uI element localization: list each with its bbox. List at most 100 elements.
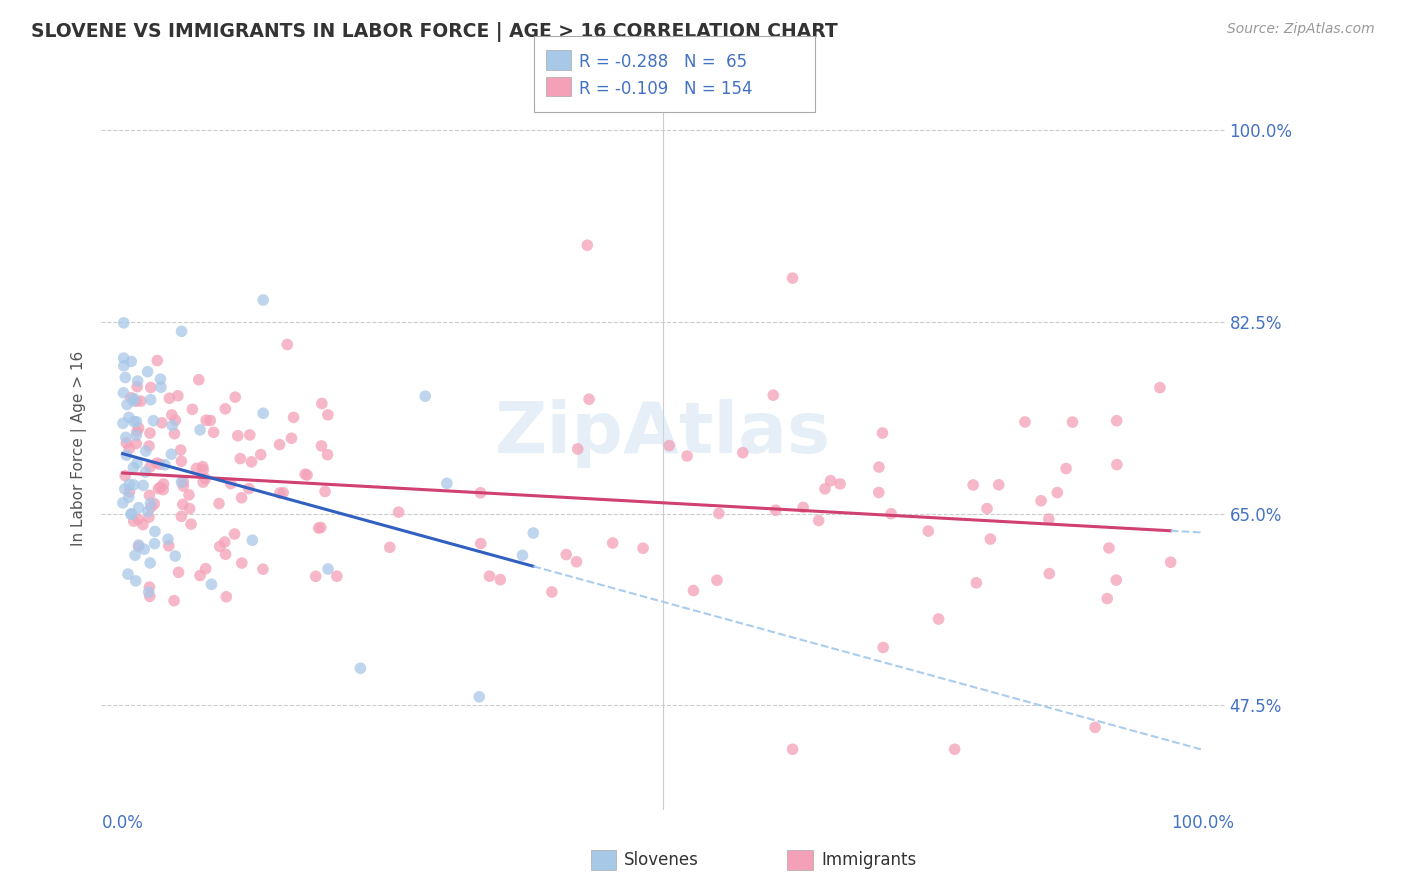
Point: [208, 496, 231, 510]
Point: [1038, 566, 1060, 581]
Point: [172, 475, 194, 489]
Point: [118, 442, 141, 456]
Point: [413, 389, 436, 403]
Point: [294, 467, 316, 482]
Point: [177, 488, 200, 502]
Point: [1160, 555, 1182, 569]
Point: [1098, 541, 1121, 555]
Point: [149, 480, 172, 494]
Point: [121, 507, 143, 521]
Point: [139, 425, 162, 440]
Point: [470, 536, 492, 550]
Point: [139, 556, 162, 570]
Point: [269, 437, 291, 451]
Point: [807, 514, 830, 528]
Point: [308, 521, 330, 535]
Point: [1105, 458, 1128, 472]
Point: [309, 520, 332, 534]
Point: [138, 585, 160, 599]
Point: [226, 428, 249, 442]
Point: [115, 436, 138, 450]
Point: [231, 491, 253, 505]
Point: [195, 413, 218, 427]
Point: [229, 451, 252, 466]
Point: [170, 324, 193, 338]
Point: [120, 508, 142, 522]
Point: [165, 413, 187, 427]
Point: [143, 524, 166, 539]
Point: [316, 408, 339, 422]
Point: [114, 482, 136, 496]
Point: [765, 503, 787, 517]
Point: [127, 512, 149, 526]
Point: [143, 536, 166, 550]
Point: [200, 577, 222, 591]
Point: [118, 485, 141, 500]
Point: [276, 337, 298, 351]
Point: [114, 468, 136, 483]
Point: [565, 555, 588, 569]
Point: [128, 538, 150, 552]
Point: [249, 448, 271, 462]
Point: [326, 569, 349, 583]
Point: [118, 477, 141, 491]
Point: [138, 510, 160, 524]
Point: [208, 540, 231, 554]
Point: [111, 417, 134, 431]
Point: [127, 456, 149, 470]
Point: [224, 390, 246, 404]
Point: [152, 477, 174, 491]
Point: [200, 413, 222, 427]
Point: [917, 524, 939, 538]
Point: [193, 463, 215, 477]
Point: [522, 526, 544, 541]
Point: [170, 454, 193, 468]
Text: Slovenes: Slovenes: [624, 851, 699, 869]
Point: [163, 593, 186, 607]
Point: [868, 460, 890, 475]
Point: [194, 562, 217, 576]
Point: [180, 517, 202, 532]
Point: [157, 539, 180, 553]
Point: [114, 370, 136, 384]
Point: [782, 271, 804, 285]
Point: [872, 640, 894, 655]
Point: [179, 501, 201, 516]
Point: [138, 439, 160, 453]
Point: [943, 742, 966, 756]
Point: [115, 448, 138, 462]
Point: [188, 568, 211, 582]
Point: [122, 460, 145, 475]
Point: [962, 478, 984, 492]
Point: [122, 514, 145, 528]
Point: [193, 475, 215, 490]
Point: [132, 478, 155, 492]
Point: [124, 549, 146, 563]
Point: [170, 443, 193, 458]
Point: [194, 472, 217, 486]
Point: [146, 353, 169, 368]
Point: [540, 585, 562, 599]
Point: [125, 436, 148, 450]
Point: [478, 569, 501, 583]
Point: [112, 385, 135, 400]
Point: [167, 566, 190, 580]
Point: [436, 476, 458, 491]
Point: [682, 583, 704, 598]
Point: [139, 496, 162, 510]
Point: [707, 507, 730, 521]
Point: [316, 562, 339, 576]
Point: [1062, 415, 1084, 429]
Point: [814, 482, 837, 496]
Point: [120, 391, 142, 405]
Point: [658, 439, 681, 453]
Point: [149, 457, 172, 471]
Point: [112, 351, 135, 365]
Point: [160, 408, 183, 422]
Point: [314, 484, 336, 499]
Point: [136, 365, 159, 379]
Point: [134, 465, 156, 479]
Point: [602, 536, 624, 550]
Point: [138, 590, 160, 604]
Point: [170, 509, 193, 524]
